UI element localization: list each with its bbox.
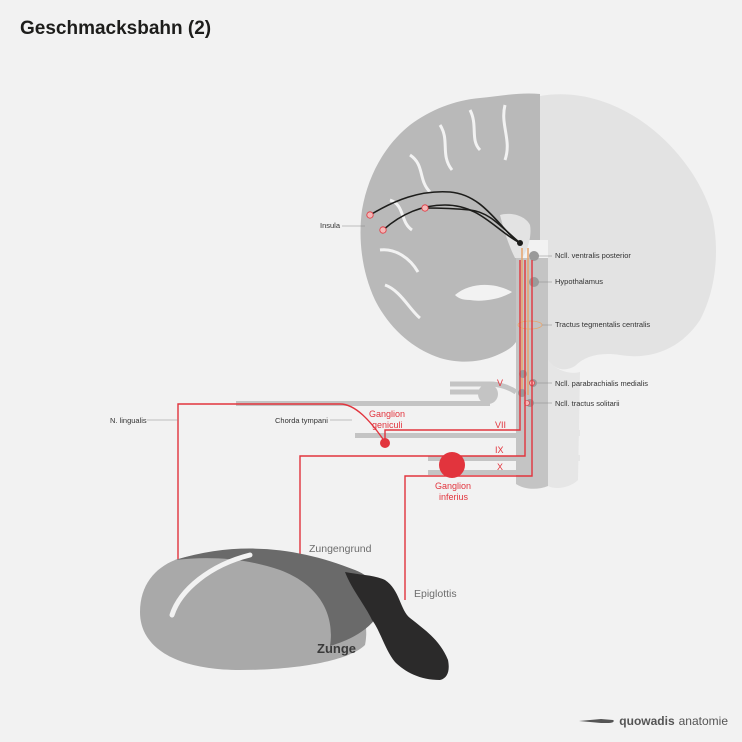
label-ganglion-geniculi-line2: geniculi — [372, 420, 403, 430]
label-ncll-ventralis-posterior: Ncll. ventralis posterior — [555, 251, 631, 260]
scalpel-icon — [579, 719, 615, 723]
label-zungengrund: Zungengrund — [309, 543, 372, 555]
brain-right-half — [540, 94, 716, 488]
label-hypothalamus: Hypothalamus — [555, 277, 603, 286]
tongue — [140, 548, 382, 670]
quowadis-logo: quowadis anatomie — [579, 714, 728, 728]
label-nerve-ix: IX — [495, 445, 504, 455]
label-tractus-tegmentalis-centralis: Tractus tegmentalis centralis — [555, 320, 650, 329]
label-chorda-tympani: Chorda tympani — [275, 416, 328, 425]
page-title: Geschmacksbahn (2) — [20, 18, 212, 39]
label-nerve-x: X — [497, 462, 503, 472]
ganglion-geniculi — [380, 438, 390, 448]
thalamocortical-projection — [366, 190, 523, 246]
label-ganglion-inferius-line1: Ganglion — [435, 481, 471, 491]
label-ncll-parabrachialis-medialis: Ncll. parabrachialis medialis — [555, 379, 648, 388]
brain-left-half — [360, 93, 540, 362]
taste-fibers — [177, 260, 533, 600]
label-epiglottis: Epiglottis — [414, 588, 457, 600]
label-ganglion-inferius-line2: inferius — [439, 492, 469, 502]
label-nerve-vii: VII — [495, 420, 506, 430]
logo-brand: quowadis — [619, 714, 675, 728]
label-zunge: Zunge — [317, 641, 356, 656]
label-insula: Insula — [320, 221, 341, 230]
label-n-lingualis: N. lingualis — [110, 416, 147, 425]
label-nerve-v: V — [497, 378, 503, 388]
epiglottis-shape — [345, 572, 449, 680]
label-ncll-tractus-solitarii: Ncll. tractus solitarii — [555, 399, 620, 408]
label-ganglion-geniculi-line1: Ganglion — [369, 409, 405, 419]
cranial-nerve-roots — [236, 381, 518, 475]
ganglion-inferius — [439, 452, 465, 478]
logo-suffix: anatomie — [678, 714, 728, 728]
leader-lines — [147, 225, 552, 421]
